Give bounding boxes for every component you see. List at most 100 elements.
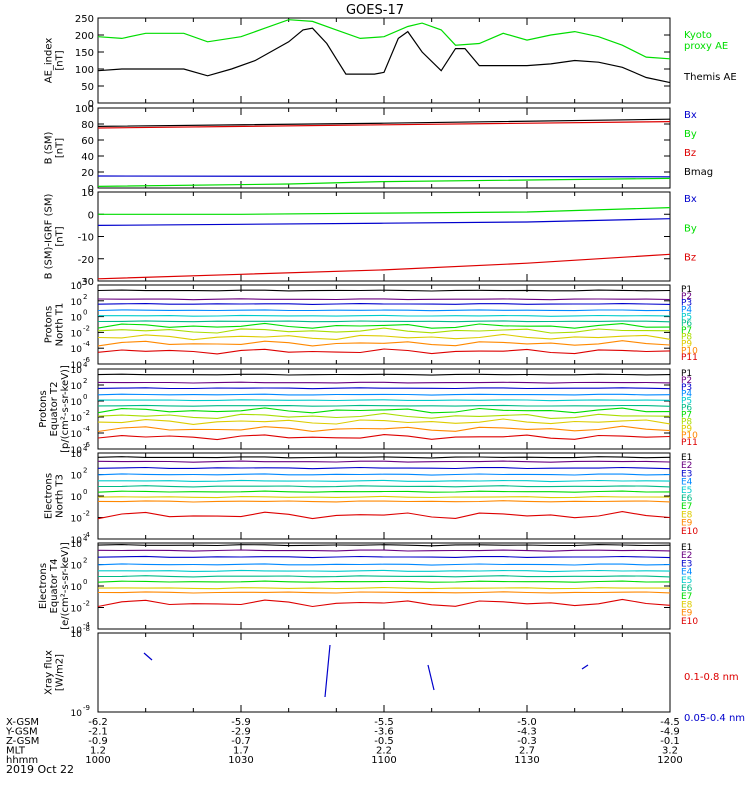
x-tick-value: -6.2 (88, 717, 108, 728)
y-tick-label: 10 (71, 361, 83, 371)
y-axis-label: Protons (44, 306, 55, 343)
y-tick-label: 10 (71, 430, 83, 440)
y-axis-label: Xray flux (44, 650, 55, 695)
y-tick-label: 10 (71, 446, 83, 456)
series-line (97, 19, 671, 60)
xray-segment (581, 664, 589, 670)
y-tick-label: 10 (71, 630, 83, 640)
channel-label: P1 (681, 369, 692, 379)
x-tick-hhmm: 1000 (85, 755, 110, 766)
channel-line (97, 500, 671, 503)
x-tick-value: -0.5 (374, 736, 394, 747)
panel-frame (97, 632, 671, 713)
series-line (98, 207, 671, 215)
y-tick-exponent: 4 (83, 361, 88, 369)
channel-line (97, 320, 671, 323)
channel-line (98, 569, 671, 573)
channel-line (97, 563, 671, 566)
channel-line (97, 549, 671, 552)
channel-line (97, 348, 671, 355)
channel-line (98, 399, 671, 402)
y-tick-exponent: 2 (83, 377, 87, 385)
channel-label: E4 (681, 478, 693, 488)
series-line (97, 177, 671, 187)
xray-segment (324, 644, 331, 698)
x-row-label: Y-GSM (5, 727, 38, 738)
y-tick-exponent: -4 (83, 425, 91, 433)
y-tick-exponent: 0 (83, 578, 87, 586)
x-tick-value: -5.5 (374, 717, 394, 728)
y-tick-label: 0 (88, 184, 94, 195)
date-label: 2019 Oct 22 (6, 763, 74, 776)
channel-label: P9 (681, 340, 692, 350)
y-tick-label: -10 (78, 233, 94, 244)
y-tick-label: 10 (81, 188, 94, 199)
channel-label: E3 (681, 469, 692, 479)
panel-frame (97, 191, 671, 282)
y-tick-exponent: 2 (83, 557, 87, 565)
series-label: Kyoto (684, 30, 712, 41)
y-tick-label: 10 (71, 472, 83, 482)
channel-line (97, 412, 671, 419)
channel-label: E7 (681, 502, 692, 512)
channel-line (97, 598, 671, 608)
plot-title: GOES-17 (346, 3, 404, 18)
series-label: Bz (684, 253, 696, 264)
x-tick-value: 1.2 (90, 746, 106, 757)
y-axis-label: [nT] (55, 50, 66, 70)
series-label: Bx (684, 110, 697, 121)
y-tick-label: 0 (88, 99, 94, 110)
channel-label: E2 (681, 461, 692, 471)
y-tick-exponent: 4 (83, 445, 88, 453)
panel-frame (97, 17, 671, 104)
y-tick-label: 250 (75, 14, 94, 25)
channel-line (97, 333, 671, 341)
channel-line (97, 511, 671, 520)
y-axis-label: Equator T2 (49, 382, 60, 437)
panel-b_sm: B (SM) [nT] 0 20 40 60 80 100 Bx By Bz Bmag (44, 104, 714, 195)
channel-label: P10 (681, 431, 698, 441)
y-tick-label: 10 (71, 626, 83, 636)
channel-line (97, 460, 671, 463)
y-tick-exponent: -2 (83, 510, 90, 518)
y-tick-label: 10 (71, 583, 83, 593)
y-axis-label: [nT] (55, 138, 66, 158)
y-tick-exponent: -2 (83, 324, 90, 332)
x-tick-value: -5.0 (517, 717, 537, 728)
y-tick-label: 100 (75, 65, 94, 76)
channel-line (97, 393, 671, 396)
channel-label: E8 (681, 510, 693, 520)
y-tick-label: 10 (71, 398, 83, 408)
x-tick-value: -4.5 (660, 717, 680, 728)
channel-label: E9 (681, 609, 693, 619)
y-tick-label: 10 (71, 298, 83, 308)
channel-label: P11 (681, 438, 698, 448)
channel-label: E1 (681, 543, 692, 553)
channel-label: P4 (681, 390, 692, 400)
series-label: Bmag (684, 167, 713, 178)
series-label: 0.05-0.4 nm (684, 713, 745, 724)
y-tick-label: 10 (71, 515, 83, 525)
series-line (97, 175, 671, 178)
x-tick-value: 3.2 (662, 746, 678, 757)
y-tick-label: 80 (81, 120, 94, 131)
y-tick-exponent: 2 (83, 293, 87, 301)
y-tick-label: 200 (75, 31, 94, 42)
y-tick-label: 10 (71, 414, 83, 424)
channel-line (97, 322, 671, 329)
y-tick-label: -20 (78, 255, 94, 266)
channel-label: P6 (681, 404, 692, 414)
panel-protons_e: Protons Equator T2 [p/(cm²-s-sr-keV)] 10-61… (38, 361, 698, 456)
y-tick-label: 60 (81, 136, 94, 147)
y-tick-exponent: 0 (83, 393, 87, 401)
y-tick-label: 10 (71, 493, 83, 503)
channel-label: E5 (681, 576, 692, 586)
x-row-label: MLT (6, 746, 26, 757)
y-axis-label: Protons (38, 390, 49, 427)
channel-label: E3 (681, 559, 692, 569)
channel-label: E6 (681, 494, 693, 504)
x-tick-hhmm: 1200 (657, 755, 682, 766)
channel-line (97, 387, 671, 390)
